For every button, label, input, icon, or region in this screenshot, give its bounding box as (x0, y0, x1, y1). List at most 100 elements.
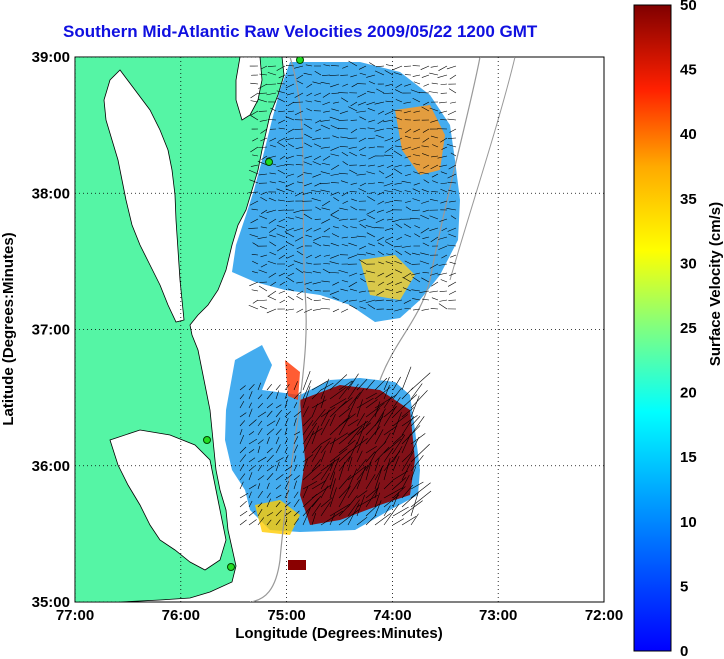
velocity-arrow (284, 447, 288, 454)
velocity-arrow (285, 308, 295, 311)
colorbar-label: Surface Velocity (cm/s) (707, 202, 724, 366)
velocity-arrow (422, 209, 430, 213)
velocity-arrow (411, 146, 421, 151)
velocity-arrow (284, 390, 289, 400)
velocity-arrow (295, 164, 304, 166)
velocity-arrow (392, 486, 406, 499)
velocity-arrow (314, 92, 322, 96)
velocity-arrow (423, 179, 430, 184)
velocity-arrow (296, 250, 304, 256)
velocity-arrow (266, 308, 277, 314)
velocity-arrow (320, 119, 331, 122)
velocity-arrow (259, 306, 268, 310)
velocity-arrow (351, 83, 358, 88)
velocity-arrow (322, 74, 331, 76)
velocity-arrow (440, 279, 448, 283)
velocity-arrow (249, 281, 259, 287)
velocity-arrow (404, 135, 412, 139)
velocity-arrow (323, 64, 331, 67)
velocity-arrow (376, 209, 385, 213)
velocity-arrow (276, 164, 286, 167)
velocity-arrow (239, 446, 247, 454)
velocity-arrow (431, 191, 439, 193)
colorbar-tick-label: 25 (680, 320, 697, 337)
velocity-arrow (276, 233, 286, 238)
velocity-arrow (347, 495, 358, 508)
velocity-arrow (284, 466, 292, 472)
y-tick-label: 35:00 (32, 594, 70, 611)
velocity-arrow (392, 387, 402, 400)
velocity-arrow (365, 379, 375, 391)
velocity-arrow (275, 444, 281, 454)
velocity-arrow (315, 128, 322, 132)
velocity-arrow (239, 500, 247, 508)
velocity-arrow (358, 218, 367, 222)
velocity-arrow (430, 236, 439, 243)
velocity-arrow (431, 297, 439, 301)
velocity-arrow (384, 190, 394, 193)
velocity-arrow (278, 180, 286, 184)
velocity-arrow (383, 385, 390, 400)
velocity-arrow (259, 215, 268, 220)
velocity-arrow (448, 88, 457, 94)
velocity-arrow (356, 490, 368, 499)
velocity-arrow (296, 74, 304, 80)
velocity-arrow (368, 243, 376, 247)
velocity-arrow (350, 74, 358, 78)
velocity-arrow (401, 245, 412, 248)
velocity-arrow (239, 412, 247, 418)
velocity-arrow (368, 81, 376, 85)
velocity-arrow (293, 411, 302, 418)
velocity-arrow (386, 164, 394, 169)
velocity-arrow (311, 443, 322, 454)
velocity-arrow (374, 441, 387, 454)
velocity-arrow (330, 242, 340, 247)
velocity-arrow (403, 110, 412, 114)
velocity-arrow (329, 398, 347, 409)
velocity-arrow (277, 82, 286, 85)
x-tick-label: 75:00 (267, 607, 305, 624)
velocity-arrow (250, 146, 259, 153)
velocity-arrow (448, 164, 457, 170)
velocity-arrow (285, 116, 295, 121)
chesapeake-bay (103, 69, 185, 323)
velocity-arrow (332, 296, 340, 301)
colorbar (633, 4, 672, 652)
velocity-arrow (384, 227, 394, 231)
velocity-arrow (342, 65, 349, 69)
velocity-arrow (285, 83, 295, 89)
velocity-arrow (239, 434, 245, 445)
velocity-arrow (275, 519, 281, 526)
velocity-arrow (250, 218, 259, 224)
velocity-arrow (313, 227, 322, 232)
velocity-arrow (356, 422, 371, 436)
velocity-arrow (293, 464, 298, 472)
velocity-arrow (294, 92, 304, 98)
velocity-arrow (293, 480, 297, 490)
velocity-arrow (330, 254, 340, 259)
velocity-arrow (368, 281, 376, 283)
velocity-arrow (410, 513, 419, 526)
velocity-arrow (358, 290, 367, 293)
velocity-arrow (432, 144, 439, 148)
velocity-arrow (404, 83, 412, 87)
velocity-arrow (278, 272, 286, 277)
velocity-arrow (368, 164, 376, 167)
velocity-arrow (447, 227, 457, 232)
velocity-arrow (329, 478, 336, 499)
velocity-arrow (375, 299, 385, 302)
velocity-arrow (239, 394, 245, 400)
velocity-arrow (385, 64, 394, 67)
velocity-hotspot-north-2 (360, 255, 415, 300)
velocity-arrow (359, 299, 367, 303)
velocity-arrow (374, 500, 382, 517)
velocity-arrow (384, 146, 394, 153)
velocity-arrow (257, 445, 261, 454)
velocity-arrow (396, 290, 403, 293)
velocity-arrow (450, 152, 457, 157)
velocity-arrow (446, 65, 457, 70)
velocity-arrow (401, 425, 421, 445)
velocity-arrow (332, 135, 340, 139)
velocity-arrow (429, 263, 439, 269)
velocity-arrow (368, 119, 376, 123)
